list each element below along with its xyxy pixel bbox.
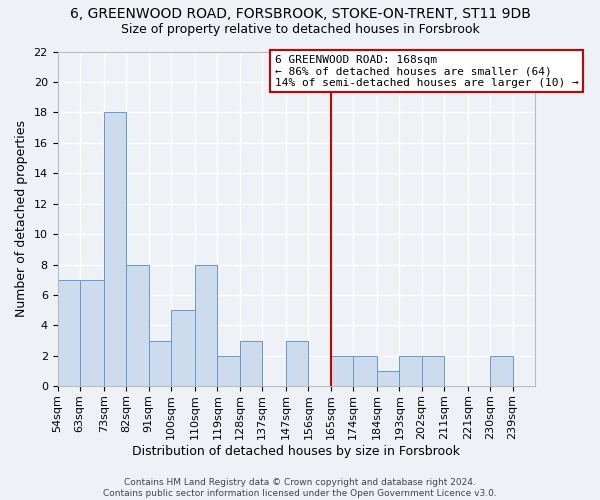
Text: 6 GREENWOOD ROAD: 168sqm
← 86% of detached houses are smaller (64)
14% of semi-d: 6 GREENWOOD ROAD: 168sqm ← 86% of detach… [275,55,578,88]
Bar [377,371,400,386]
Bar [239,340,262,386]
Bar [80,280,104,386]
Bar [170,310,195,386]
Bar [286,340,308,386]
Bar [58,280,80,386]
Bar [127,264,149,386]
Text: Size of property relative to detached houses in Forsbrook: Size of property relative to detached ho… [121,22,479,36]
Bar [217,356,239,386]
Bar [331,356,353,386]
Bar [400,356,422,386]
Bar [195,264,217,386]
Bar [490,356,512,386]
Y-axis label: Number of detached properties: Number of detached properties [15,120,28,318]
Bar [149,340,170,386]
Bar [422,356,443,386]
Bar [353,356,377,386]
Text: Contains HM Land Registry data © Crown copyright and database right 2024.
Contai: Contains HM Land Registry data © Crown c… [103,478,497,498]
Text: 6, GREENWOOD ROAD, FORSBROOK, STOKE-ON-TRENT, ST11 9DB: 6, GREENWOOD ROAD, FORSBROOK, STOKE-ON-T… [70,8,530,22]
X-axis label: Distribution of detached houses by size in Forsbrook: Distribution of detached houses by size … [132,444,460,458]
Bar [104,112,127,386]
